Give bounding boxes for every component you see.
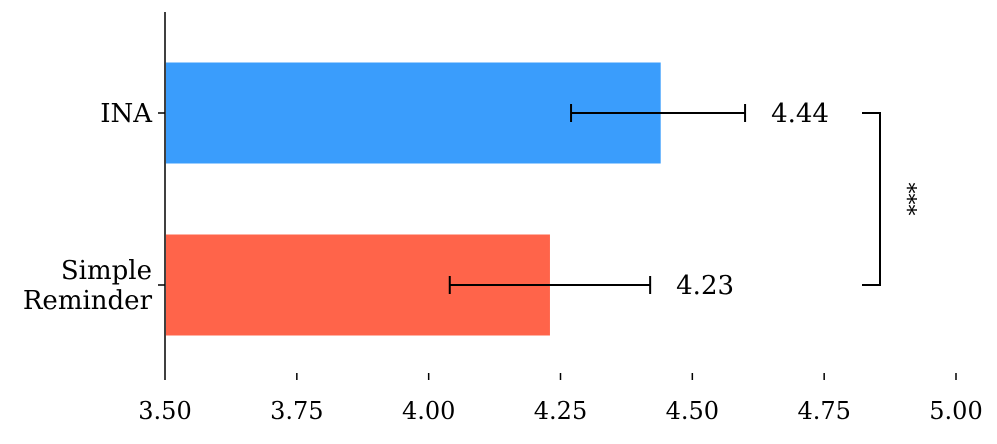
x-tick-label: 4.25: [534, 397, 587, 425]
x-tick-label: 4.00: [402, 397, 455, 425]
x-tick-label: 3.75: [270, 397, 323, 425]
value-label: 4.44: [771, 99, 829, 129]
significance-label: ***: [894, 183, 919, 216]
x-tick-label: 4.75: [797, 397, 850, 425]
category-label: INA: [100, 99, 153, 129]
bars: 4.44 4.23: [166, 62, 829, 336]
x-tick-label: 5.00: [929, 397, 982, 425]
category-label: Reminder: [23, 286, 153, 316]
axes: 3.50 3.75 4.00 4.25 4.50 4.75 5.00 INA SimpleRem…: [23, 12, 983, 425]
annotations: ***: [862, 112, 919, 286]
category-label: Simple: [61, 256, 152, 286]
x-tick-label: 4.50: [666, 397, 719, 425]
value-label: 4.23: [676, 271, 734, 301]
x-tick-label: 3.50: [138, 397, 191, 425]
significance-bracket: [862, 112, 881, 286]
